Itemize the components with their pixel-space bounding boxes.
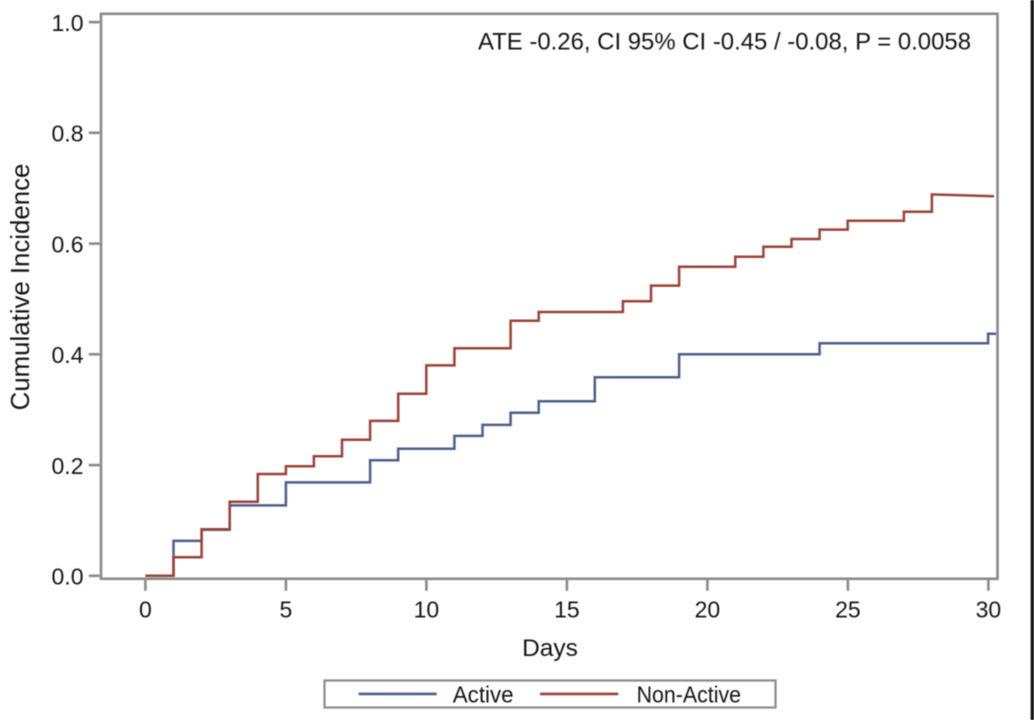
svg-text:ATE -0.26, CI 95% CI -0.45 / -: ATE -0.26, CI 95% CI -0.45 / -0.08, P = … (478, 29, 971, 56)
svg-text:30: 30 (976, 596, 1002, 622)
svg-text:5: 5 (280, 596, 293, 622)
svg-text:Days: Days (522, 635, 578, 662)
svg-text:Non-Active: Non-Active (637, 682, 741, 708)
svg-text:0.4: 0.4 (52, 342, 84, 368)
svg-text:Active: Active (453, 682, 514, 708)
svg-text:25: 25 (835, 596, 861, 622)
svg-text:10: 10 (414, 596, 440, 622)
svg-text:15: 15 (554, 596, 580, 622)
svg-text:20: 20 (695, 596, 721, 622)
svg-text:0.2: 0.2 (52, 453, 84, 479)
svg-text:0: 0 (139, 596, 152, 622)
svg-text:Cumulative Incidence: Cumulative Incidence (7, 164, 35, 411)
svg-text:1.0: 1.0 (52, 10, 84, 36)
svg-text:0.6: 0.6 (52, 231, 84, 257)
svg-text:0.8: 0.8 (52, 121, 84, 147)
svg-text:0.0: 0.0 (52, 564, 84, 590)
